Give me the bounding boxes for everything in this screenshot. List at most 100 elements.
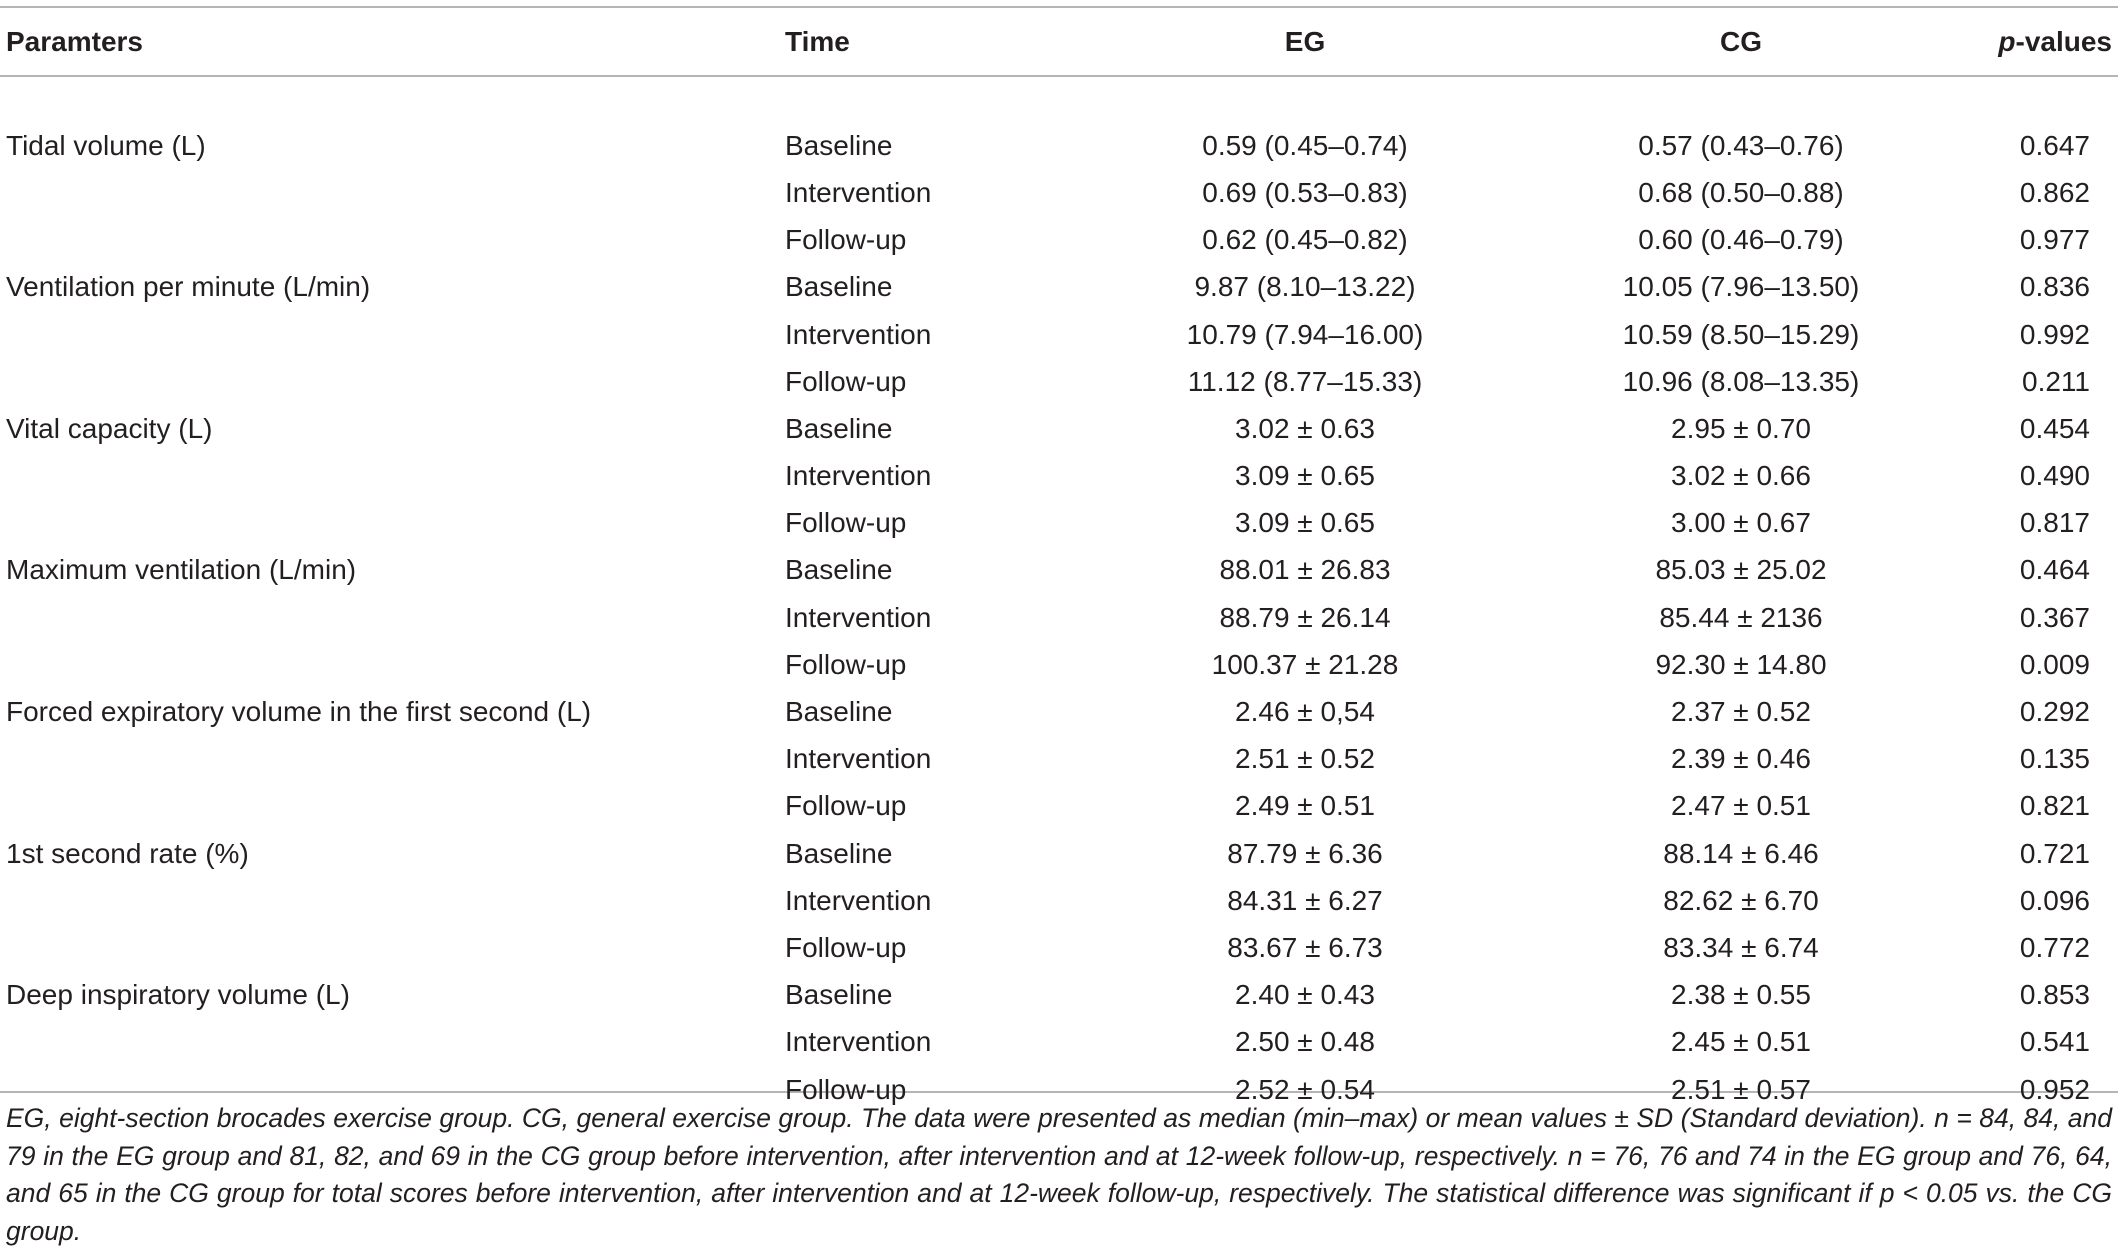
p-value-cell: 0.454 (2019, 412, 2090, 444)
time-cell: Follow-up (785, 648, 907, 680)
p-value-cell: 0.292 (2019, 696, 2090, 728)
eg-value-cell: 3.09 ± 0.65 (1235, 507, 1375, 539)
time-cell: Follow-up (785, 507, 907, 539)
results-table: Paramters Time EG CG p-values Tidal volu… (0, 8, 2118, 1113)
param-cell: Forced expiratory volume in the first se… (6, 696, 592, 728)
eg-value-cell: 88.79 ± 26.14 (1219, 601, 1391, 633)
cg-value-cell: 10.05 (7.96–13.50) (1622, 271, 1860, 303)
cg-value-cell: 3.00 ± 0.67 (1671, 507, 1811, 539)
eg-value-cell: 0.59 (0.45–0.74) (1202, 129, 1408, 161)
table-row: Follow-up 2.49 ± 0.51 2.47 ± 0.51 0.821 (0, 783, 2118, 830)
table-row: Follow-up 0.62 (0.45–0.82) 0.60 (0.46–0.79… (0, 217, 2118, 264)
eg-value-cell: 3.02 ± 0.63 (1235, 412, 1375, 444)
time-cell: Intervention (785, 601, 932, 633)
table-row: Intervention 88.79 ± 26.14 85.44 ± 2136 0.3… (0, 594, 2118, 641)
time-cell: Follow-up (785, 224, 907, 256)
table-row: 1st second rate (%) Baseline 87.79 ± 6.36 8… (0, 830, 2118, 877)
top-rule (0, 6, 2118, 8)
table-row: Follow-up 83.67 ± 6.73 83.34 ± 6.74 0.772 (0, 924, 2118, 971)
p-value-cell: 0.862 (2019, 176, 2090, 208)
eg-value-cell: 83.67 ± 6.73 (1227, 931, 1383, 963)
table-row: Intervention 84.31 ± 6.27 82.62 ± 6.70 0.09… (0, 877, 2118, 924)
eg-value-cell: 84.31 ± 6.27 (1227, 884, 1383, 916)
param-cell: 1st second rate (%) (6, 837, 249, 869)
p-value-cell: 0.367 (2019, 601, 2090, 633)
p-value-cell: 0.992 (2019, 318, 2090, 350)
param-cell: Vital capacity (L) (6, 412, 213, 444)
param-cell (0, 924, 785, 971)
cg-value-cell: 2.51 ± 0.57 (1671, 1073, 1811, 1105)
eg-value-cell: 2.46 ± 0,54 (1235, 696, 1375, 728)
param-cell (0, 641, 785, 688)
p-value-cell: 0.821 (2019, 790, 2090, 822)
eg-value-cell: 2.52 ± 0.54 (1235, 1073, 1375, 1105)
p-value-cell: 0.009 (2019, 648, 2090, 680)
cg-value-cell: 0.57 (0.43–0.76) (1638, 129, 1844, 161)
table-row: Follow-up 100.37 ± 21.28 92.30 ± 14.80 0.00… (0, 641, 2118, 688)
header-rule (0, 75, 2118, 77)
p-value-cell: 0.817 (2019, 507, 2090, 539)
table-row: Intervention 3.09 ± 0.65 3.02 ± 0.66 0.490 (0, 453, 2118, 500)
p-value-cell: 0.135 (2019, 743, 2090, 775)
param-cell (0, 311, 785, 358)
p-value-cell: 0.541 (2019, 1026, 2090, 1058)
param-cell (0, 169, 785, 216)
table-row: Tidal volume (L) Baseline 0.59 (0.45–0.74)… (0, 122, 2118, 169)
table-row: Deep inspiratory volume (L) Baseline 2.40 … (0, 972, 2118, 1019)
eg-value-cell: 2.51 ± 0.52 (1235, 743, 1375, 775)
eg-value-cell: 2.50 ± 0.48 (1235, 1026, 1375, 1058)
cg-value-cell: 2.37 ± 0.52 (1671, 696, 1811, 728)
time-cell: Baseline (785, 554, 893, 586)
time-cell: Intervention (785, 318, 932, 350)
time-cell: Baseline (785, 837, 893, 869)
param-cell (0, 453, 785, 500)
time-cell: Intervention (785, 884, 932, 916)
cg-value-cell: 2.45 ± 0.51 (1671, 1026, 1811, 1058)
p-value-cell: 0.853 (2019, 979, 2090, 1011)
p-value-cell: 0.721 (2019, 837, 2090, 869)
time-cell: Follow-up (785, 1073, 907, 1105)
eg-value-cell: 87.79 ± 6.36 (1227, 837, 1383, 869)
table-body: Tidal volume (L) Baseline 0.59 (0.45–0.74)… (0, 75, 2118, 1113)
param-cell (0, 358, 785, 405)
p-value-cell: 0.977 (2019, 224, 2090, 256)
table-row: Vital capacity (L) Baseline 3.02 ± 0.63 2.9… (0, 405, 2118, 452)
p-value-cell: 0.464 (2019, 554, 2090, 586)
time-cell: Baseline (785, 696, 893, 728)
eg-value-cell: 88.01 ± 26.83 (1219, 554, 1391, 586)
header-p-italic: p (1998, 25, 2016, 57)
p-value-cell: 0.772 (2019, 931, 2090, 963)
time-cell: Baseline (785, 129, 893, 161)
param-cell (0, 736, 785, 783)
p-value-cell: 0.490 (2019, 460, 2090, 492)
cg-value-cell: 2.38 ± 0.55 (1671, 979, 1811, 1011)
eg-value-cell: 0.69 (0.53–0.83) (1202, 176, 1408, 208)
p-value-cell: 0.836 (2019, 271, 2090, 303)
cg-value-cell: 85.44 ± 2136 (1659, 601, 1823, 633)
cg-value-cell: 88.14 ± 6.46 (1663, 837, 1819, 869)
table-footnote: EG, eight-section brocades exercise grou… (6, 1103, 2112, 1246)
eg-value-cell: 11.12 (8.77–15.33) (1187, 365, 1423, 397)
cg-value-cell: 0.68 (0.50–0.88) (1638, 176, 1844, 208)
table-header-row: Paramters Time EG CG p-values (0, 8, 2118, 75)
spacer-cell (0, 75, 2118, 122)
eg-value-cell: 2.49 ± 0.51 (1235, 790, 1375, 822)
time-cell: Intervention (785, 460, 932, 492)
param-cell: Tidal volume (L) (6, 129, 206, 161)
eg-value-cell: 100.37 ± 21.28 (1211, 648, 1399, 680)
header-p-values: p-values (1959, 8, 2118, 75)
eg-value-cell: 2.40 ± 0.43 (1235, 979, 1375, 1011)
param-cell: Maximum ventilation (L/min) (6, 554, 357, 586)
cg-value-cell: 82.62 ± 6.70 (1663, 884, 1819, 916)
cg-value-cell: 85.03 ± 25.02 (1655, 554, 1827, 586)
p-value-cell: 0.647 (2019, 129, 2090, 161)
p-value-cell: 0.096 (2019, 884, 2090, 916)
table-row: Ventilation per minute (L/min) Baseline 9.… (0, 264, 2118, 311)
cg-value-cell: 10.96 (8.08–13.35) (1622, 365, 1860, 397)
table-row: Follow-up 11.12 (8.77–15.33) 10.96 (8.08–1… (0, 358, 2118, 405)
cg-value-cell: 3.02 ± 0.66 (1671, 460, 1811, 492)
cg-value-cell: 10.59 (8.50–15.29) (1622, 318, 1860, 350)
cg-value-cell: 2.95 ± 0.70 (1671, 412, 1811, 444)
cg-value-cell: 92.30 ± 14.80 (1655, 648, 1827, 680)
time-cell: Follow-up (785, 790, 907, 822)
